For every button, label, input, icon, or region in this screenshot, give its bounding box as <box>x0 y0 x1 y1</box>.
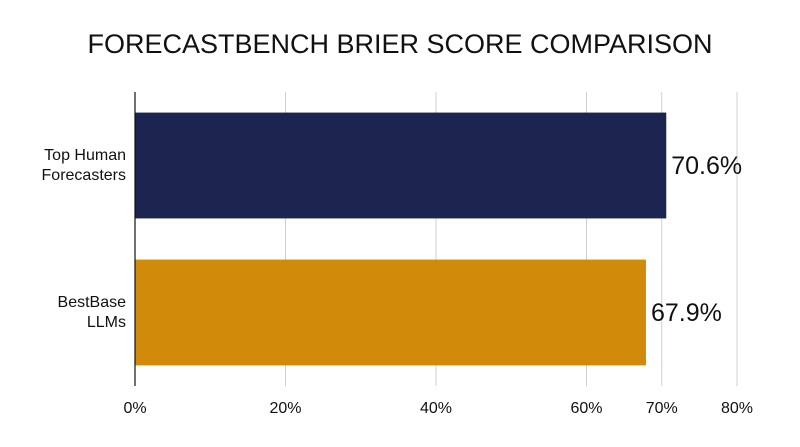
value-label: 67.9% <box>651 299 722 327</box>
x-tick-label: 60% <box>570 400 602 417</box>
x-tick-label: 0% <box>123 400 146 417</box>
y-tick-label: Top Human Forecasters <box>41 146 126 184</box>
x-tick-label: 20% <box>269 400 301 417</box>
y-tick-label: BestBase LLMs <box>57 293 126 331</box>
x-tick-label: 80% <box>721 400 753 417</box>
bar <box>135 112 667 219</box>
x-tick-label: 70% <box>646 400 678 417</box>
value-label: 70.6% <box>671 152 742 180</box>
bar <box>135 259 646 366</box>
chart-title: FORECASTBENCH BRIER SCORE COMPARISON <box>87 29 712 59</box>
x-tick-label: 40% <box>420 400 452 417</box>
